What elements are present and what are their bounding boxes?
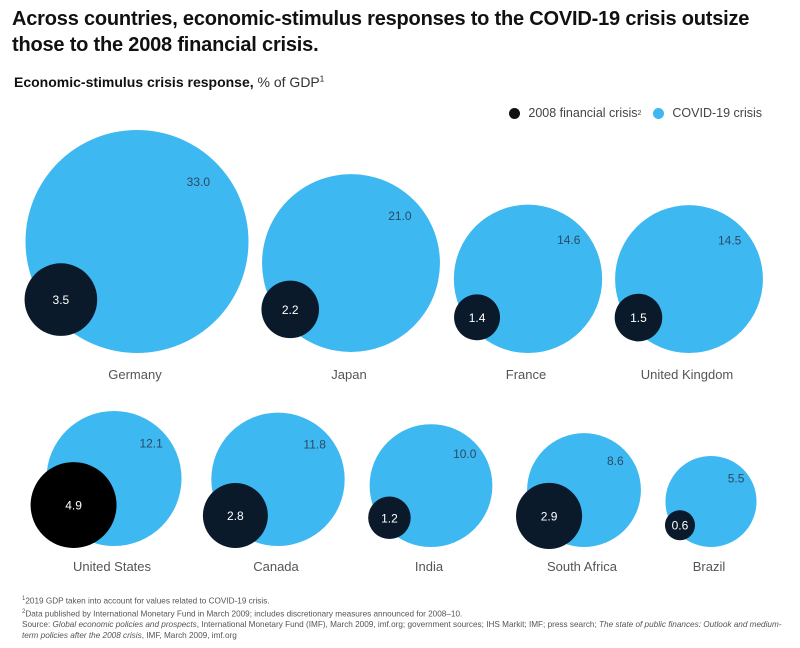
covid-value-label: 14.5 [718,233,742,247]
crisis-2008-value-label: 3.5 [53,293,70,307]
legend: 2008 financial crisis 2 COVID-19 crisis [497,106,762,120]
covid-value-label: 12.1 [139,436,163,450]
footnote-2: 2Data published by International Monetar… [22,607,792,620]
country-label: India [415,559,444,574]
country-label: Brazil [693,559,726,574]
country-label: Canada [253,559,299,574]
covid-value-label: 5.5 [728,471,745,485]
subtitle-unit: % of GDP [253,74,320,90]
bubble-group-united-states: 12.1 4.9 United States [30,410,182,574]
country-label: United Kingdom [641,367,734,382]
covid-value-label: 11.8 [303,438,326,452]
source-title-2: The state of public finances: Outlook an… [22,620,782,640]
crisis-2008-value-label: 2.8 [227,509,244,523]
crisis-2008-bubble-japan [261,280,320,339]
crisis-2008-value-label: 1.5 [630,311,647,325]
crisis-2008-bubble-france [454,294,501,341]
source-prefix: Source: [22,620,53,630]
source-end: , IMF, March 2009, imf.org [141,630,237,640]
country-label: Germany [108,367,162,382]
legend-footnote-mark: 2 [637,109,642,117]
country-label: South Africa [547,559,618,574]
crisis-2008-bubble-canada [202,483,268,548]
country-label: Japan [331,367,366,382]
source-note: Source: Global economic policies and pro… [22,620,792,641]
chart-subtitle: Economic-stimulus crisis response, % of … [14,74,324,90]
legend-swatch-covid [653,107,665,119]
covid-value-label: 21.0 [388,209,412,223]
footnote-2-mark: 2 [22,609,26,616]
legend-label-2008: 2008 financial crisis [528,106,638,120]
crisis-2008-bubble-united-kingdom [614,293,663,342]
crisis-2008-value-label: 4.9 [65,499,82,513]
bubble-group-south-africa: 8.6 2.9 South Africa [516,433,641,574]
subtitle-bold: Economic-stimulus crisis response, [14,74,254,90]
covid-value-label: 14.6 [557,233,581,247]
country-label: United States [73,559,152,574]
crisis-2008-bubble-india [368,496,411,540]
source-mid: , International Monetary Fund (IMF), Mar… [196,620,600,630]
bubble-group-france: 14.6 1.4 France [453,204,603,382]
footnote-1: 12019 GDP taken into account for values … [22,594,792,607]
crisis-2008-value-label: 0.6 [672,519,689,533]
footnote-2-text: Data published by International Monetary… [25,609,463,619]
bubble-group-united-kingdom: 14.5 1.5 United Kingdom [614,205,763,382]
legend-swatch-2008 [509,107,521,119]
crisis-2008-value-label: 2.2 [282,303,299,317]
legend-label-covid: COVID-19 crisis [672,106,762,120]
chart-title: Across countries, economic-stimulus resp… [12,8,750,56]
bubble-group-japan: 21.0 2.2 Japan [261,174,440,382]
covid-value-label: 8.6 [607,454,624,468]
covid-value-label: 10.0 [453,447,477,461]
subtitle-footnote-mark: 1 [319,74,325,84]
bubble-group-brazil: 5.5 0.6 Brazil [664,455,757,574]
crisis-2008-bubble-south-africa [516,482,583,549]
crisis-2008-value-label: 1.4 [469,311,486,325]
footnote-1-mark: 1 [22,596,26,602]
footnote-1-text: 2019 GDP taken into account for values r… [25,596,270,606]
legend-item-2008: 2008 financial crisis 2 [509,106,641,120]
legend-item-covid: COVID-19 crisis [653,106,762,120]
bubble-group-germany: 33.0 3.5 Germany [24,130,249,382]
country-label: France [506,367,546,382]
footnotes: 12019 GDP taken into account for values … [22,594,792,641]
crisis-2008-bubble-united-states [30,462,117,548]
covid-value-label: 33.0 [187,175,211,189]
crisis-2008-value-label: 2.9 [541,509,558,523]
bubble-group-canada: 11.8 2.8 Canada [202,412,345,574]
crisis-2008-bubble-germany [24,263,98,336]
crisis-2008-value-label: 1.2 [381,511,398,525]
crisis-2008-bubble-brazil [664,510,696,541]
source-title-1: Global economic policies and prospects [52,620,197,630]
bubble-group-india: 10.0 1.2 India [368,424,493,574]
